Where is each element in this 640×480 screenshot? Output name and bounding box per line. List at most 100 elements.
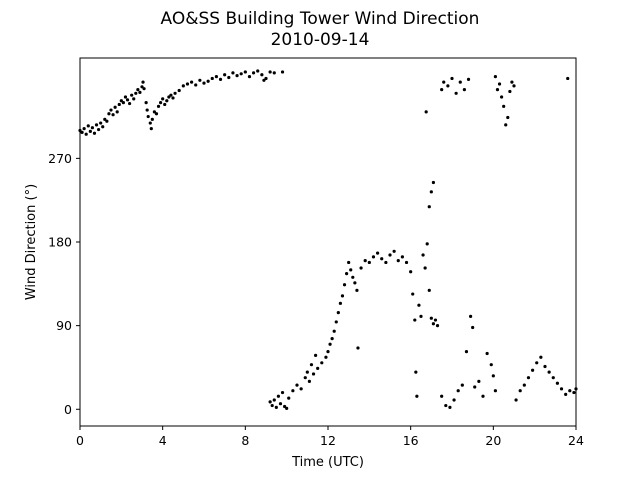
data-point <box>165 99 169 103</box>
data-point <box>535 361 539 365</box>
y-axis: 0 90 180 270 <box>48 151 80 417</box>
data-point <box>198 78 202 82</box>
data-point <box>140 85 144 89</box>
data-point <box>274 405 278 410</box>
data-point <box>568 389 572 393</box>
data-point <box>512 84 516 88</box>
data-point <box>448 405 452 410</box>
data-point <box>349 268 353 272</box>
data-point <box>409 270 413 274</box>
data-point <box>376 251 380 255</box>
chart-subtitle: 2010-09-14 <box>271 30 370 50</box>
data-point <box>359 266 363 270</box>
data-point <box>334 320 338 324</box>
data-point <box>272 71 276 75</box>
x-tick-label: 12 <box>320 433 336 448</box>
data-point <box>547 370 551 374</box>
data-point <box>117 102 121 107</box>
data-point <box>149 127 153 131</box>
data-point <box>177 88 181 93</box>
data-point <box>551 376 555 380</box>
data-point <box>86 124 90 128</box>
data-point <box>247 74 252 79</box>
data-point <box>152 110 156 114</box>
data-point <box>111 113 115 117</box>
data-point <box>347 260 351 265</box>
data-point <box>113 105 117 109</box>
data-point <box>107 112 111 116</box>
x-tick-label: 24 <box>568 433 584 448</box>
data-point <box>497 82 502 86</box>
data-point <box>138 90 142 94</box>
chart-title: AO&SS Building Tower Wind Direction <box>161 9 480 29</box>
data-point <box>142 87 146 91</box>
data-point <box>466 77 471 81</box>
data-point <box>392 249 396 253</box>
data-point <box>429 316 433 320</box>
data-point <box>185 82 190 86</box>
data-point <box>146 114 150 119</box>
data-point <box>320 361 324 365</box>
data-point <box>572 390 576 395</box>
data-point <box>491 374 495 378</box>
data-point <box>345 272 349 276</box>
data-point <box>132 97 136 101</box>
data-point <box>295 383 299 387</box>
data-point <box>423 266 427 270</box>
data-point <box>148 121 152 125</box>
data-point <box>136 88 140 92</box>
data-point <box>500 95 504 99</box>
data-point <box>130 93 134 97</box>
data-point <box>260 73 264 77</box>
data-point <box>446 84 450 88</box>
data-point <box>264 76 268 81</box>
data-point <box>464 350 469 354</box>
data-point <box>489 363 493 367</box>
data-point <box>278 402 283 406</box>
data-point <box>353 281 357 285</box>
data-point <box>262 78 266 82</box>
data-point <box>411 292 415 296</box>
x-tick-label: 8 <box>241 433 249 448</box>
data-point <box>90 126 94 130</box>
data-point <box>163 102 167 107</box>
y-tick-label: 270 <box>48 151 72 166</box>
data-point <box>299 387 303 391</box>
data-point <box>417 303 421 307</box>
data-point <box>493 74 497 79</box>
data-point <box>336 311 340 315</box>
data-point <box>504 123 508 127</box>
data-point <box>427 205 431 209</box>
data-point <box>171 96 175 100</box>
data-point <box>431 180 435 185</box>
data-point <box>367 260 371 265</box>
data-point <box>268 400 272 404</box>
y-axis-label: Wind Direction (°) <box>24 184 39 300</box>
data-point <box>356 346 360 350</box>
data-point <box>206 79 210 83</box>
data-point <box>105 119 109 123</box>
data-point <box>311 372 316 376</box>
data-point <box>214 74 218 79</box>
data-point <box>338 301 342 305</box>
data-point <box>169 93 173 97</box>
data-point <box>256 69 260 73</box>
data-point <box>495 88 500 92</box>
data-point <box>99 121 103 125</box>
data-point <box>101 125 105 129</box>
data-point <box>159 101 163 105</box>
data-point <box>456 389 460 393</box>
data-point <box>518 389 522 393</box>
data-point <box>506 115 510 120</box>
data-point <box>330 337 334 341</box>
data-point <box>272 398 276 402</box>
data-point <box>502 104 506 108</box>
data-point <box>508 89 512 94</box>
data-point <box>239 72 243 76</box>
data-point <box>218 77 223 81</box>
data-point <box>444 403 448 408</box>
data-point <box>442 80 446 84</box>
data-point <box>227 75 231 80</box>
